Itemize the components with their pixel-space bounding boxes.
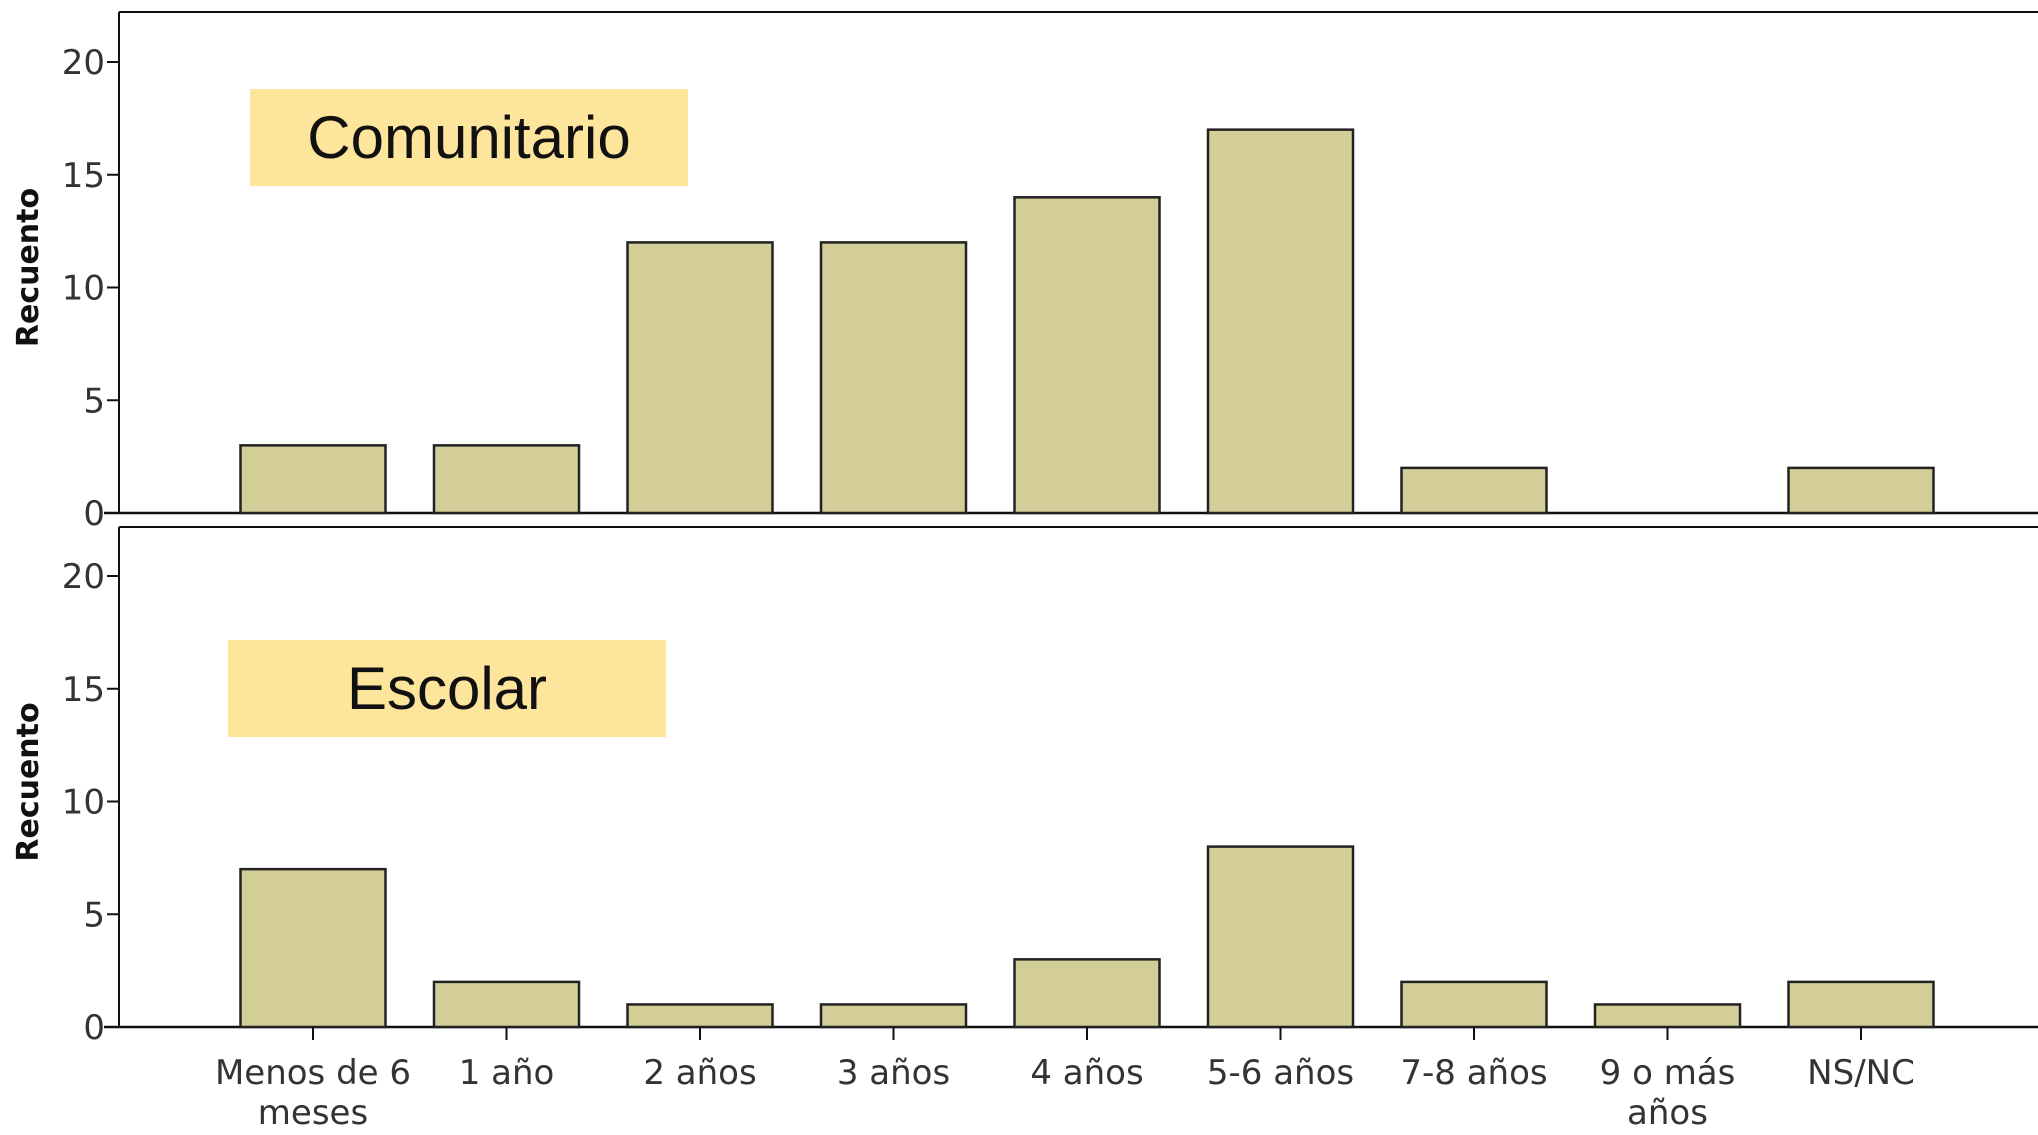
bar-7 bbox=[1400, 980, 1548, 1029]
panel-2: 0 5 10 15 20 Recuento Escolar bbox=[11, 526, 2038, 1048]
x-tick-label-line: 4 años bbox=[1030, 1053, 1143, 1093]
x-axis: Menos de 6 meses 1 año 2 años 3 años 4 años 5-… bbox=[215, 1027, 1915, 1133]
x-tick-label: 3 años bbox=[837, 1053, 950, 1093]
y-tick-label: 0 bbox=[83, 1008, 105, 1048]
panel-1: 0 5 10 15 20 Recuento Comunitario bbox=[11, 11, 2038, 534]
x-tick-label: 2 años bbox=[643, 1053, 756, 1093]
x-tick-label: 1 año bbox=[459, 1053, 555, 1093]
panel-label: Comunitario bbox=[250, 89, 688, 186]
y-tick-label: 0 bbox=[83, 494, 105, 534]
x-tick-label-line: 3 años bbox=[837, 1053, 950, 1093]
x-tick-label-line: meses bbox=[258, 1093, 368, 1130]
bar-2 bbox=[432, 444, 581, 515]
bar-8 bbox=[1593, 1003, 1742, 1029]
y-tick-label: 15 bbox=[62, 670, 105, 710]
bar-2 bbox=[432, 980, 581, 1029]
panel-label-text: Escolar bbox=[347, 655, 547, 722]
panel-label-box bbox=[250, 89, 688, 186]
x-tick-label-line: NS/NC bbox=[1807, 1053, 1915, 1093]
bar-3 bbox=[626, 241, 774, 515]
x-tick-label-line: 9 o más bbox=[1600, 1053, 1736, 1093]
bar-6 bbox=[1206, 128, 1355, 515]
y-tick-label: 20 bbox=[62, 43, 105, 83]
x-tick-label: 4 años bbox=[1030, 1053, 1143, 1093]
y-tick-label: 15 bbox=[62, 156, 105, 196]
y-tick-label: 10 bbox=[62, 269, 105, 309]
bar-9 bbox=[1787, 466, 1935, 515]
bar-5 bbox=[1013, 958, 1161, 1029]
x-tick-label: NS/NC bbox=[1807, 1053, 1915, 1093]
x-tick-label-line: 7-8 años bbox=[1400, 1053, 1547, 1093]
x-tick-label: 9 o más años bbox=[1600, 1053, 1736, 1130]
bar-3 bbox=[626, 1003, 774, 1029]
x-tick-label-line: Menos de 6 bbox=[215, 1053, 411, 1093]
x-tick-label-line: años bbox=[1627, 1093, 1708, 1130]
bar-4 bbox=[819, 241, 968, 515]
y-tick-label: 10 bbox=[62, 783, 105, 823]
bar-4 bbox=[819, 1003, 968, 1029]
bar-7 bbox=[1400, 466, 1548, 515]
y-tick-label: 5 bbox=[83, 381, 105, 421]
bar-1 bbox=[239, 444, 387, 515]
bar-5 bbox=[1013, 196, 1161, 515]
panel-label-box bbox=[228, 640, 666, 737]
x-tick-label-line: 5-6 años bbox=[1207, 1053, 1354, 1093]
y-axis-title: Recuento bbox=[11, 188, 46, 347]
panel-label: Escolar bbox=[228, 640, 666, 737]
y-axis-title: Recuento bbox=[11, 702, 46, 861]
y-tick-label: 20 bbox=[62, 557, 105, 597]
x-tick-label: 7-8 años bbox=[1400, 1053, 1547, 1093]
bar-9 bbox=[1787, 980, 1935, 1029]
x-tick-label-line: 2 años bbox=[643, 1053, 756, 1093]
x-tick-label: Menos de 6 meses bbox=[215, 1053, 411, 1130]
bar-1 bbox=[239, 867, 387, 1029]
panel-label-text: Comunitario bbox=[307, 104, 630, 171]
x-tick-label: 5-6 años bbox=[1207, 1053, 1354, 1093]
bar-6 bbox=[1206, 845, 1355, 1029]
x-tick-label-line: 1 año bbox=[459, 1053, 555, 1093]
y-tick-label: 5 bbox=[83, 895, 105, 935]
